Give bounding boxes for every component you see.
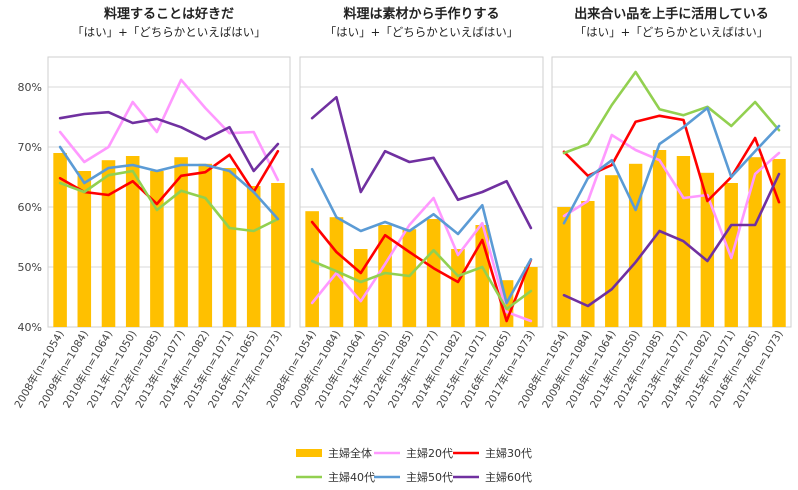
line-主婦40代 <box>310 248 533 311</box>
legend-label: 主婦20代 <box>406 446 453 460</box>
bar-主婦全体-4 <box>150 171 164 327</box>
bar-主婦全体-1 <box>77 171 92 327</box>
panel-title: 料理は素材から手作りする <box>343 6 499 22</box>
panel-title: 出来合い品を上手に活用している <box>574 6 769 22</box>
y-tick-label: 70% <box>18 141 42 154</box>
bar-主婦全体-4 <box>652 150 667 327</box>
bar-主婦全体-2 <box>605 175 619 327</box>
legend-item: 主婦30代 <box>453 446 532 460</box>
line-主婦30代 <box>310 220 533 323</box>
y-tick-label: 60% <box>18 201 42 214</box>
bar-主婦全体-9 <box>271 183 285 327</box>
chart-panels: 料理することは好きだ「はい」+「どちらかといえばはい」 40% 50% 60% 70% 8… <box>12 6 792 410</box>
bar-主婦全体-2 <box>101 160 116 327</box>
legend-item: 主婦40代 <box>296 470 375 484</box>
line-主婦50代 <box>310 167 533 305</box>
legend-item: 主婦全体 <box>296 446 372 460</box>
line-主婦50代 <box>58 145 280 221</box>
plot-frame <box>47 56 291 328</box>
legend-label: 主婦全体 <box>328 446 372 460</box>
legend-item: 主婦50代 <box>374 470 453 484</box>
legend-item: 主婦20代 <box>374 446 453 460</box>
line-主婦60代 <box>310 95 533 230</box>
legend-item: 主婦60代 <box>453 470 532 484</box>
bar-主婦全体-8 <box>748 157 762 327</box>
bar-主婦全体-7 <box>222 168 237 327</box>
bar-主婦全体-0 <box>53 153 67 327</box>
chart-panel-1: 料理することは好きだ「はい」+「どちらかといえばはい」 40% 50% 60% 70% 8… <box>12 6 291 410</box>
line-主婦20代 <box>58 78 280 182</box>
bar-主婦全体-6 <box>700 172 715 327</box>
line-主婦40代 <box>562 70 781 155</box>
bar-主婦全体-2 <box>353 249 368 327</box>
plot-frame <box>551 56 792 328</box>
y-tick-label: 50% <box>18 261 42 274</box>
bar-主婦全体-0 <box>557 207 571 327</box>
line-主婦50代 <box>562 106 781 225</box>
panel-subtitle: 「はい」+「どちらかといえばはい」 <box>325 25 519 39</box>
legend-label: 主婦60代 <box>485 470 532 484</box>
chart-panel-3: 出来合い品を上手に活用している「はい」+「どちらかといえばはい」2008年(n=… <box>515 6 792 410</box>
line-主婦20代 <box>310 196 533 323</box>
bar-主婦全体-3 <box>378 225 392 327</box>
bar-主婦全体-3 <box>628 163 643 327</box>
y-tick-label: 80% <box>18 81 42 94</box>
bar-主婦全体-6 <box>198 163 213 327</box>
bar-主婦全体-4 <box>402 229 417 327</box>
panel-subtitle: 「はい」+「どちらかといえばはい」 <box>575 25 769 39</box>
line-主婦40代 <box>58 169 280 233</box>
plot-frame <box>299 56 544 328</box>
bar-主婦全体-5 <box>174 157 188 327</box>
panel-title: 料理することは好きだ <box>104 6 234 22</box>
legend-label: 主婦30代 <box>485 446 532 460</box>
bar-主婦全体-6 <box>451 249 465 327</box>
bar-主婦全体-1 <box>581 201 595 327</box>
legend-label: 主婦50代 <box>406 470 453 484</box>
bar-主婦全体-8 <box>246 186 261 327</box>
line-主婦60代 <box>58 110 280 173</box>
bar-主婦全体-9 <box>772 159 786 327</box>
y-tick-label: 40% <box>18 321 42 334</box>
bar-主婦全体-5 <box>426 219 441 327</box>
panel-subtitle: 「はい」+「どちらかといえばはい」 <box>72 25 266 39</box>
legend-label: 主婦40代 <box>328 470 375 484</box>
line-主婦30代 <box>58 149 280 206</box>
line-主婦60代 <box>562 172 781 308</box>
legend-swatch <box>296 449 322 457</box>
chart-panel-2: 料理は素材から手作りする「はい」+「どちらかといえばはい」2008年(n=105… <box>264 6 544 410</box>
bar-主婦全体-3 <box>125 156 140 327</box>
bar-主婦全体-9 <box>524 267 538 327</box>
